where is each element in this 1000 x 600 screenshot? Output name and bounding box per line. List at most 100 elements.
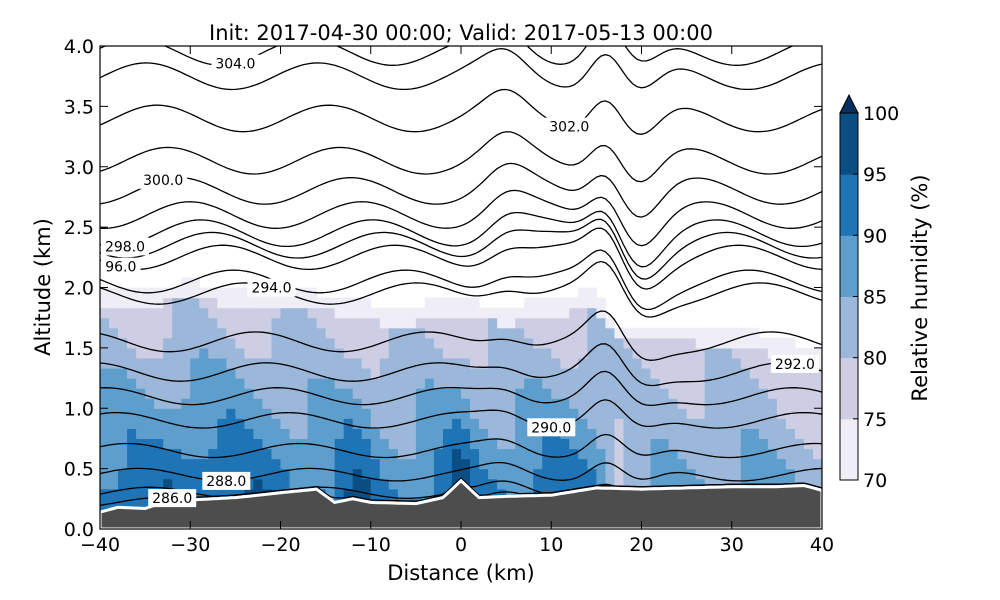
x-tick-label: −10 [351, 534, 391, 556]
rh-cell [307, 408, 318, 419]
rh-cell [370, 378, 381, 389]
rh-cell [731, 438, 742, 450]
rh-cell [154, 458, 164, 470]
rh-cell [406, 438, 417, 450]
colorbar-segment [840, 296, 858, 359]
rh-cell [217, 287, 227, 299]
rh-cell [533, 307, 543, 319]
rh-cell [208, 378, 218, 389]
rh-cell [794, 428, 805, 440]
y-tick-label: 2.5 [64, 217, 94, 239]
rh-cell [199, 297, 209, 309]
rh-cell [109, 468, 119, 480]
theta-contour-line [100, 227, 822, 290]
rh-cell [199, 458, 209, 470]
rh-cell [722, 458, 733, 470]
rh-cell [316, 478, 327, 490]
rh-cell [100, 337, 110, 349]
rh-cell [397, 337, 408, 349]
rh-cell [632, 357, 643, 369]
rh-cell [650, 337, 661, 349]
rh-cell [397, 458, 408, 470]
rh-cell [100, 418, 110, 429]
rh-cell [352, 307, 363, 319]
rh-cell [677, 357, 688, 369]
rh-cell [190, 428, 200, 440]
rh-cell [461, 368, 471, 379]
rh-cell [767, 408, 778, 419]
rh-cell [172, 357, 182, 369]
rh-cell [785, 398, 796, 409]
rh-cell [524, 327, 534, 339]
rh-cell [271, 327, 282, 339]
rh-cell [190, 277, 200, 289]
rh-cell [497, 418, 507, 429]
rh-cell [262, 458, 273, 470]
rh-cell [470, 317, 480, 329]
theta-contour-line [100, 189, 822, 247]
rh-cell [406, 398, 417, 409]
rh-cell [226, 317, 236, 329]
rh-cell [569, 368, 579, 379]
rh-cell [298, 307, 309, 319]
rh-cell [560, 357, 570, 369]
rh-cell [280, 388, 291, 399]
rh-cell [722, 347, 733, 359]
rh-cell [704, 428, 715, 440]
rh-cell [794, 398, 805, 409]
rh-cell [289, 448, 300, 460]
rh-cell [271, 428, 282, 440]
rh-cell [560, 297, 570, 309]
rh-cell [740, 428, 751, 440]
rh-cell [361, 347, 372, 359]
rh-cell [479, 468, 489, 480]
rh-cell [100, 388, 110, 399]
rh-cell [316, 458, 327, 470]
rh-cell [524, 438, 534, 450]
rh-cell [271, 468, 282, 480]
rh-cell [497, 317, 507, 329]
rh-cell [370, 488, 381, 500]
rh-cell [605, 428, 616, 440]
theta-contour-line [100, 343, 822, 387]
rh-cell [578, 438, 588, 450]
rh-cell [794, 448, 805, 460]
colorbar-tick-label: 70 [863, 470, 887, 492]
rh-cell [280, 448, 291, 460]
rh-cell [560, 368, 570, 379]
rh-cell [686, 337, 697, 349]
rh-cell [370, 317, 381, 329]
rh-cell [316, 398, 327, 409]
rh-cell [488, 398, 498, 409]
rh-cell [289, 357, 300, 369]
rh-cell [758, 438, 769, 450]
rh-cell [524, 297, 534, 309]
rh-cell [515, 337, 525, 349]
rh-cell [280, 468, 291, 480]
theta-contour-line [100, 433, 822, 459]
rh-cell [325, 488, 336, 500]
rh-cell [109, 488, 119, 500]
rh-cell [650, 357, 661, 369]
rh-cell [199, 317, 209, 329]
rh-cell [451, 317, 462, 329]
rh-cell [740, 347, 751, 359]
rh-cell [226, 458, 236, 470]
rh-cell [704, 458, 715, 470]
rh-cell [406, 418, 417, 429]
rh-cell [244, 448, 255, 460]
rh-cell [569, 408, 579, 419]
rh-cell [100, 478, 110, 490]
rh-cell [163, 468, 173, 480]
rh-cell [695, 428, 706, 440]
rh-cell [343, 418, 354, 429]
rh-cell [587, 378, 597, 389]
rh-cell [677, 327, 688, 339]
rh-cell [388, 368, 399, 379]
rh-cell [713, 468, 724, 480]
rh-cell [334, 337, 345, 349]
rh-cell [479, 378, 489, 389]
rh-cell [497, 307, 507, 319]
rh-cell [488, 347, 498, 359]
rh-cell [109, 448, 119, 460]
